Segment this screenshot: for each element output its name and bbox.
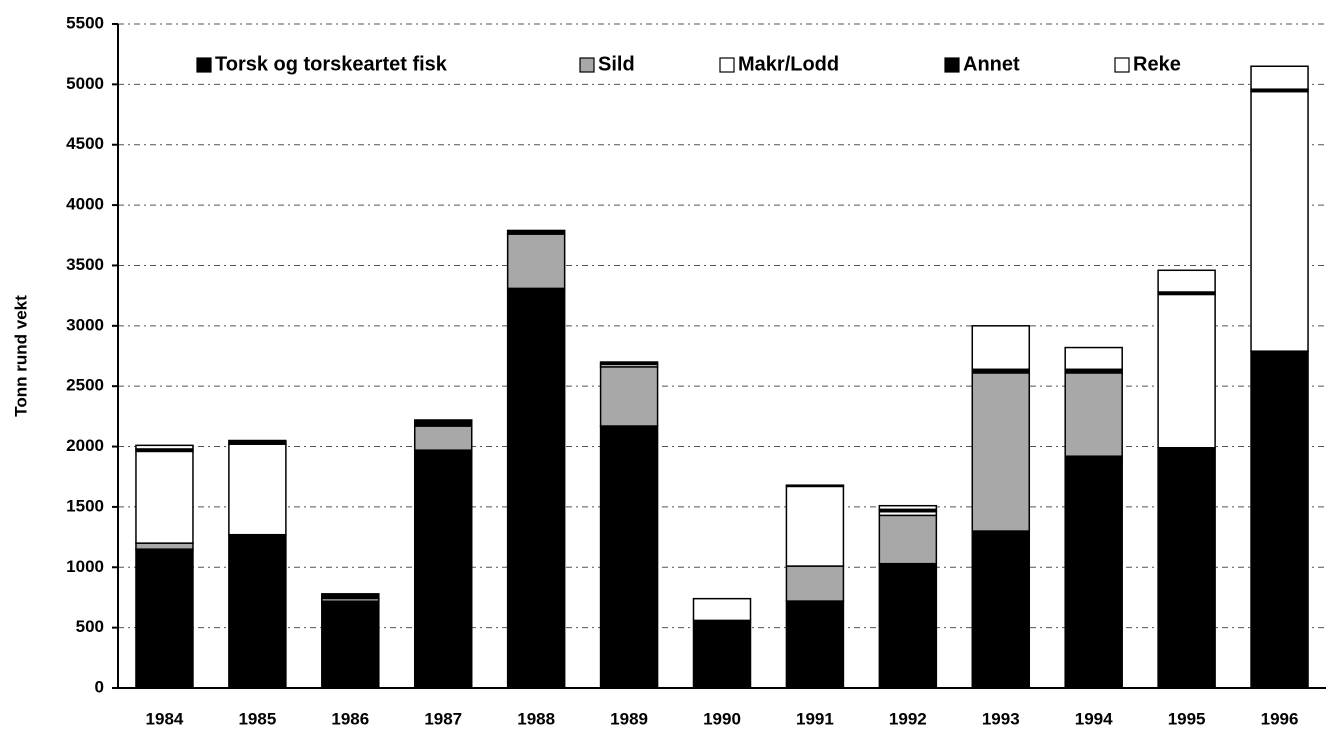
x-tick-label: 1990 (703, 709, 741, 728)
bar-segment (506, 229, 566, 235)
bar-segment (785, 600, 845, 689)
bar-segment (971, 530, 1031, 689)
bar-segment (692, 597, 752, 622)
x-tick-label: 1988 (517, 709, 555, 728)
bar-segment (413, 419, 473, 427)
bar-segment (878, 562, 938, 689)
bar-segment (1157, 293, 1216, 449)
bar-segment (135, 548, 194, 689)
bar-segment (971, 372, 1031, 532)
x-tick-label: 1992 (889, 709, 927, 728)
bar-segment (228, 443, 287, 536)
bar-segment (413, 425, 473, 451)
bar-segment (1064, 372, 1123, 457)
bar-segment (785, 485, 845, 567)
y-tick-label: 5500 (66, 13, 104, 32)
y-tick-label: 4000 (66, 195, 104, 214)
y-tick-label: 2000 (66, 436, 104, 455)
bar-segment (785, 484, 845, 488)
x-tick-label: 1985 (238, 709, 276, 728)
x-tick-label: 1986 (331, 709, 369, 728)
legend-label: Annet (963, 53, 1020, 75)
bar-segment (599, 361, 659, 366)
y-tick-label: 1000 (66, 557, 104, 576)
bar-segment (971, 325, 1031, 371)
legend-label: Sild (598, 53, 635, 75)
y-tick-label: 4500 (66, 134, 104, 153)
x-tick-label: 1984 (146, 709, 184, 728)
bar-segment (878, 514, 938, 565)
bar-segment (599, 366, 659, 427)
y-tick-label: 500 (76, 617, 104, 636)
y-tick-label: 0 (95, 677, 104, 696)
bar-segment (692, 619, 752, 689)
bar-segment (878, 504, 938, 511)
bar-segment (785, 565, 845, 602)
legend-swatch (1114, 57, 1130, 73)
x-tick-label: 1987 (424, 709, 462, 728)
y-tick-label: 3000 (66, 315, 104, 334)
legend-label: Reke (1133, 53, 1181, 75)
bar-segment (506, 287, 566, 689)
y-tick-label: 1500 (66, 496, 104, 515)
bar-segment (1064, 346, 1123, 371)
legend-label: Torsk og torskeartet fisk (215, 53, 448, 75)
bar-segment (1157, 269, 1216, 293)
x-tick-label: 1994 (1075, 709, 1113, 728)
x-tick-label: 1995 (1168, 709, 1206, 728)
legend-swatch (719, 57, 735, 73)
bar-segment (1157, 447, 1216, 689)
bar-segment (321, 600, 380, 689)
bar-segment (413, 449, 473, 689)
bar-segment (1250, 65, 1309, 90)
bar-segment (135, 450, 194, 544)
y-tick-label: 2500 (66, 376, 104, 395)
y-axis-label: Tonn rund vekt (11, 295, 30, 417)
y-tick-label: 5000 (66, 74, 104, 93)
x-tick-label: 1991 (796, 709, 834, 728)
bar-segment (228, 533, 287, 689)
legend-swatch (944, 57, 960, 73)
bar-segment (506, 233, 566, 290)
x-tick-label: 1993 (982, 709, 1020, 728)
bar-segment (135, 444, 194, 450)
bar-segment (1250, 90, 1309, 352)
bar-segment (228, 439, 287, 445)
bar-segment (1064, 455, 1123, 689)
legend-swatch (196, 57, 212, 73)
bar-segment (599, 425, 659, 689)
bar-segment (1250, 350, 1309, 689)
bar-segment (135, 542, 194, 550)
bar-segment (321, 593, 380, 600)
x-tick-label: 1996 (1261, 709, 1299, 728)
x-tick-label: 1989 (610, 709, 648, 728)
legend-label: Makr/Lodd (738, 53, 839, 75)
y-tick-label: 3500 (66, 255, 104, 274)
legend-swatch (579, 57, 595, 73)
